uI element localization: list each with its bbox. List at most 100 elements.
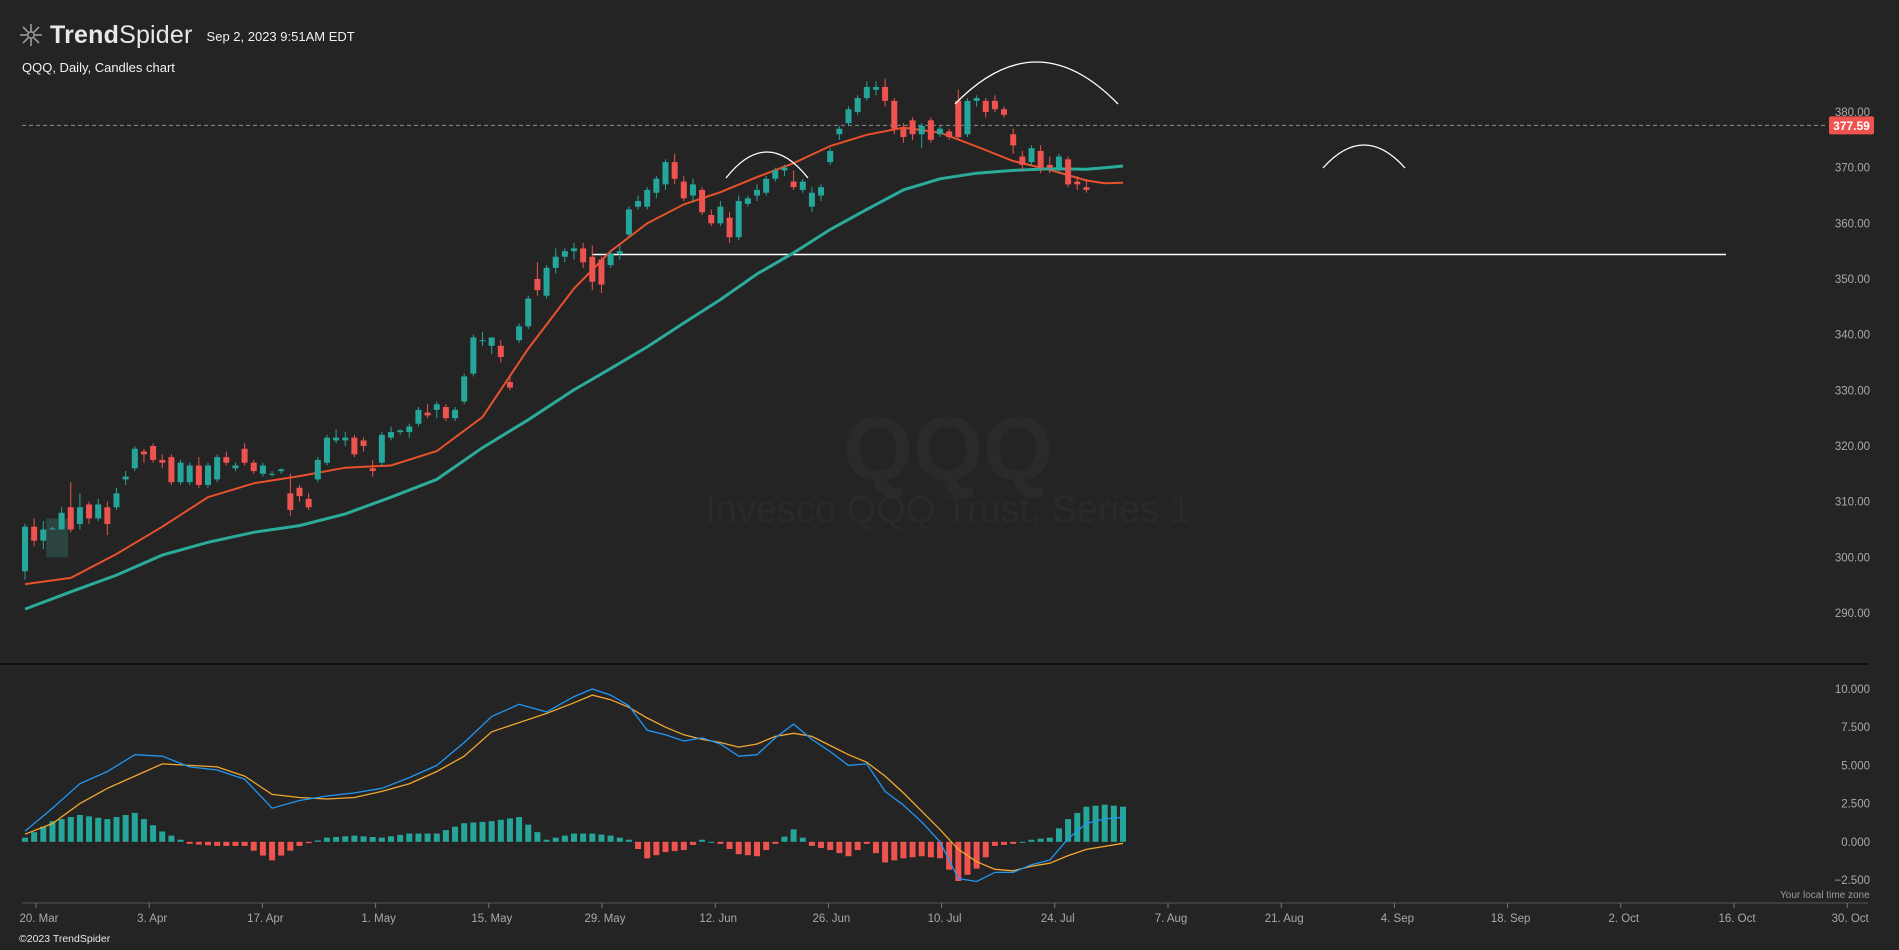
candle-up [863,86,870,99]
candle-up [964,100,971,135]
histogram-bar-positive [1120,806,1126,842]
candle-down [790,181,797,188]
histogram-bar-negative [214,841,221,846]
price-tick-label: 300.00 [1835,552,1870,564]
candle-up [278,469,285,472]
price-tick-label: 370.00 [1835,163,1870,175]
sma-fast-line [24,126,1124,586]
histogram-bar-positive [31,832,38,842]
candle-up [607,253,614,266]
price-panel: 290.00 300.00 310.00 320.00 330.00 340.00 350.… [22,61,1874,620]
histogram-bar-negative [1010,841,1017,844]
candle-up [735,201,742,238]
candle-up [388,432,394,438]
price-tick-label: 320.00 [1835,441,1870,453]
candle-down [223,457,230,463]
candle-down [31,526,38,541]
histogram-bar-positive [131,812,138,842]
candle-up [95,504,102,519]
histogram-bar-negative [653,841,660,856]
histogram-bar-positive [561,835,568,842]
candle-up [772,170,779,179]
candle-up [854,98,861,112]
candle-up [269,473,276,475]
histogram-bar-positive [22,837,28,842]
watermark-name: Invesco QQQ Trust, Series 1 [705,489,1191,531]
candle-up [872,86,879,90]
candle-up [662,162,669,185]
candle-down [1065,159,1072,185]
histogram-bar-positive [442,830,449,842]
histogram-bar-positive [516,817,523,842]
histogram-bar-negative [836,841,843,854]
candle-down [250,462,257,472]
candle-up [552,256,559,268]
histogram-bar-negative [1001,841,1008,845]
x-tick-label: 12. Jun [699,913,737,925]
histogram-bar-positive [168,835,175,842]
histogram-bar-negative [744,841,751,856]
histogram-bar-positive [607,835,614,842]
brand-name: TrendSpider [50,21,193,50]
histogram-bar-positive [534,832,541,842]
histogram-bar-negative [717,841,724,844]
histogram-bar-positive [415,833,422,842]
candle-up [689,184,696,196]
histogram-bar-negative [305,841,312,844]
candle-up [470,337,477,374]
candle-up [214,457,221,480]
candle-down [946,131,953,138]
histogram-bar-positive [58,819,65,842]
histogram-bar-positive [580,833,587,842]
x-tick-label: 21. Aug [1265,913,1304,925]
candle-up [323,437,330,463]
histogram-bar-negative [973,841,980,869]
candle-down [497,345,504,357]
x-tick-label: 1. May [361,913,396,925]
head-arc [954,61,1119,105]
x-tick-label: 3. Apr [137,913,167,925]
candle-down [589,256,596,282]
histogram-bar-positive [76,814,83,842]
chart-timestamp: Sep 2, 2023 9:51AM EDT [206,29,355,44]
macd-panel: 10.000 7.500 5.000 2.500 0.000 −2.500 [22,684,1870,887]
candle-up [397,430,404,433]
x-tick-label: 4. Sep [1381,913,1414,925]
candle-up [205,465,211,485]
histogram-bar-positive [1101,804,1108,842]
candle-down [1037,150,1044,168]
candle-down [104,507,111,524]
histogram-bar-negative [964,841,971,875]
candle-up [452,409,459,419]
x-tick-label: 10. Jul [928,913,962,925]
histogram-bar-negative [937,841,943,859]
candle-up [845,109,852,124]
candle-up [717,206,724,224]
candle-down [360,440,367,446]
x-tick-label: 29. May [585,913,626,925]
x-tick-label: 17. Apr [247,913,284,925]
histogram-bar-negative [287,841,294,851]
candle-up [22,526,28,572]
histogram-bar-positive [799,837,806,842]
candle-down [241,448,248,463]
histogram-bar-negative [241,841,248,846]
histogram-bar-negative [882,841,889,863]
x-tick-label: 16. Oct [1718,913,1756,925]
histogram-bar-positive [699,839,706,842]
candle-up [479,340,486,342]
histogram-bar-positive [525,824,532,842]
candle-up [808,192,815,207]
histogram-bar-negative [726,841,733,850]
candle-up [186,465,193,483]
candle-up [177,462,184,483]
x-tick-label: 2. Oct [1608,913,1639,925]
histogram-bar-positive [369,836,376,842]
candle-down [159,459,166,463]
histogram-bar-positive [433,833,440,842]
chart-subtitle: QQQ, Daily, Candles chart [22,60,175,75]
candle-up [516,326,523,341]
candle-up [625,209,632,235]
candle-up [918,125,925,135]
